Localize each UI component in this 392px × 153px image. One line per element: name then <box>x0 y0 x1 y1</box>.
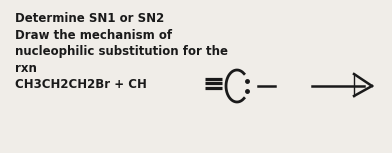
Text: rxn: rxn <box>15 62 37 75</box>
Text: Determine SN1 or SN2: Determine SN1 or SN2 <box>15 12 164 25</box>
Text: nucleophilic substitution for the: nucleophilic substitution for the <box>15 45 228 58</box>
Text: CH3CH2CH2Br + CH: CH3CH2CH2Br + CH <box>15 78 147 91</box>
Text: Draw the mechanism of: Draw the mechanism of <box>15 29 172 42</box>
